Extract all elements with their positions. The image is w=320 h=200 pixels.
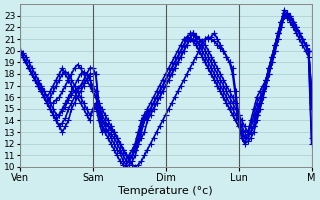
X-axis label: Température (°c): Température (°c) <box>118 185 213 196</box>
